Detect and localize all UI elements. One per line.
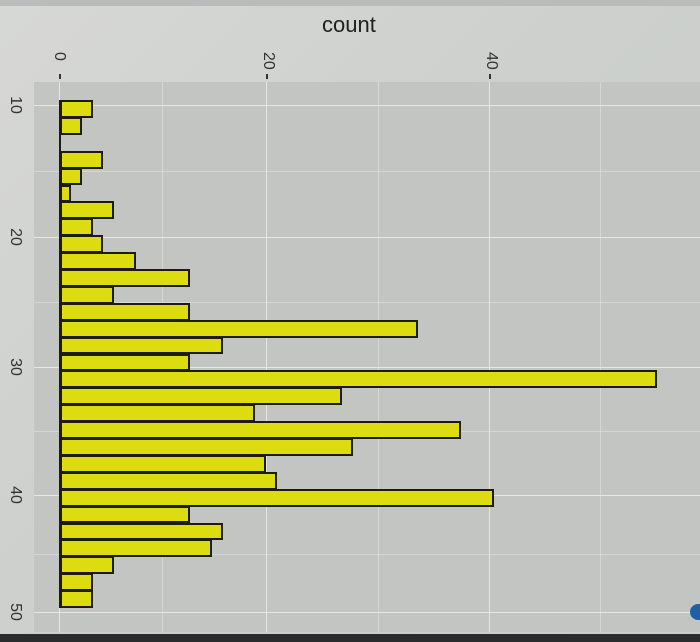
histogram-bar xyxy=(60,235,104,254)
histogram-bar xyxy=(60,387,343,406)
histogram-bar xyxy=(60,471,277,490)
count-tick-mark-0 xyxy=(59,74,61,79)
histogram-bar xyxy=(60,150,104,169)
histogram-bar xyxy=(60,201,115,220)
histogram-bar xyxy=(60,404,256,423)
count-tick-mark-20 xyxy=(266,74,268,79)
histogram-bar xyxy=(60,353,191,372)
histogram-bar xyxy=(60,269,191,287)
histogram-bars xyxy=(34,82,700,632)
plot-panel xyxy=(34,82,700,632)
gridline-count-30 xyxy=(378,82,379,632)
histogram-bar xyxy=(60,454,267,473)
gridline-value-30 xyxy=(34,367,700,368)
count-tick-40: 40 xyxy=(483,52,500,70)
histogram-bar xyxy=(60,302,191,321)
monitor-bottom-edge xyxy=(0,634,700,642)
histogram-bar xyxy=(60,167,82,186)
histogram-bar xyxy=(60,252,136,270)
histogram-bar xyxy=(60,285,115,304)
gridline-count-50 xyxy=(600,82,601,632)
gridline-count-20 xyxy=(266,82,267,632)
zero-baseline xyxy=(59,100,61,608)
gridline-count-40 xyxy=(489,82,490,632)
histogram-bar xyxy=(60,505,191,524)
value-tick-10: 10 xyxy=(6,96,24,114)
histogram-bar xyxy=(60,590,93,608)
histogram-bar xyxy=(60,539,212,558)
gridline-value-15 xyxy=(34,171,700,172)
histogram-bar xyxy=(60,522,223,541)
histogram-bar xyxy=(60,556,115,575)
histogram-bar xyxy=(60,100,93,118)
gridline-value-50 xyxy=(34,612,700,613)
value-tick-30: 30 xyxy=(6,358,24,376)
gridline-value-45 xyxy=(34,554,700,555)
histogram-bar xyxy=(60,116,82,135)
gridline-value-10 xyxy=(34,105,700,106)
histogram-bar xyxy=(60,573,93,592)
histogram-bar xyxy=(60,438,353,456)
value-tick-50: 50 xyxy=(6,603,24,621)
histogram-bar xyxy=(60,218,93,237)
value-tick-40: 40 xyxy=(6,486,24,504)
histogram-bar xyxy=(60,319,419,338)
histogram-bar xyxy=(60,184,71,203)
count-axis-title: count xyxy=(322,12,376,37)
count-tick-mark-40 xyxy=(489,74,491,79)
histogram-bar xyxy=(60,488,494,507)
count-tick-0: 0 xyxy=(51,52,68,61)
partial-icon-edge xyxy=(690,604,700,620)
histogram-bar xyxy=(60,336,223,355)
value-tick-20: 20 xyxy=(6,228,24,246)
count-tick-20: 20 xyxy=(260,52,277,70)
gridline-value-25 xyxy=(34,302,700,303)
histogram-bar xyxy=(60,421,462,439)
histogram-bar xyxy=(60,370,657,389)
gridline-value-20 xyxy=(34,237,700,238)
